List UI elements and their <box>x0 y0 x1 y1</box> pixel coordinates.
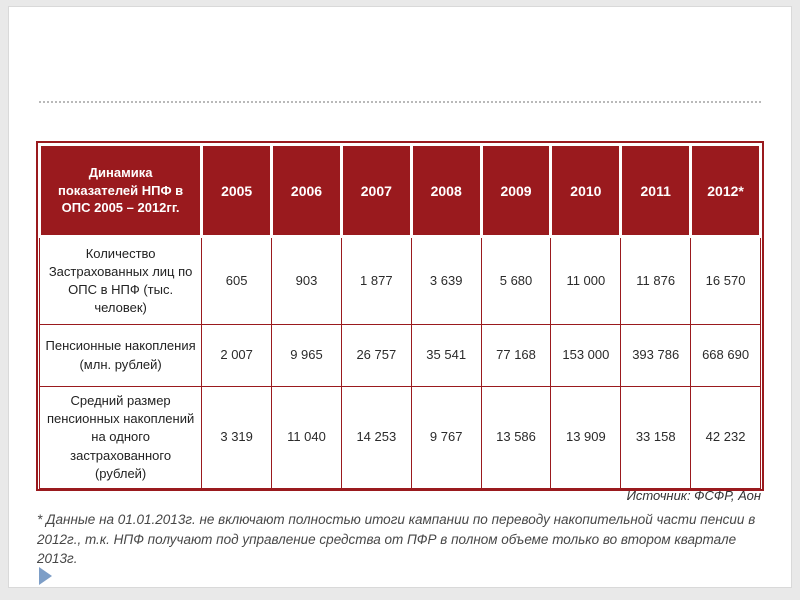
footnote: * Данные на 01.01.2013г. не включают пол… <box>37 512 756 567</box>
table-header-row: Динамика показателей НПФ в ОПС 2005 – 20… <box>37 143 762 238</box>
table-row-insured-persons: Количество Застрахованных лиц по ОПС в Н… <box>38 236 761 325</box>
value-cell: 11 040 <box>271 386 342 489</box>
col-header-2006: 2006 <box>270 143 343 238</box>
row-label: Количество Застрахованных лиц по ОПС в Н… <box>38 236 203 325</box>
value-cell: 668 690 <box>690 324 761 387</box>
value-cell: 5 680 <box>480 236 552 325</box>
value-cell: 77 168 <box>480 324 552 387</box>
divider-dotted-line <box>39 101 761 103</box>
value-cell: 16 570 <box>690 236 761 325</box>
source-note: Источник: ФСФР, Аон <box>626 488 761 503</box>
col-header-2007: 2007 <box>339 143 413 238</box>
value-cell: 11 000 <box>550 236 622 325</box>
value-cell: 3 639 <box>410 236 482 325</box>
row-label: Пенсионные накопления (млн. рублей) <box>38 324 203 387</box>
value-cell: 26 757 <box>340 324 412 387</box>
col-header-2011: 2011 <box>619 143 693 238</box>
col-header-2010: 2010 <box>549 143 623 238</box>
value-cell: 35 541 <box>410 324 482 387</box>
value-cell: 3 319 <box>201 386 273 489</box>
col-header-2005: 2005 <box>200 143 274 238</box>
npf-indicators-table: Динамика показателей НПФ в ОПС 2005 – 20… <box>37 143 762 489</box>
col-header-2008: 2008 <box>409 143 483 238</box>
npf-table-wrapper: Динамика показателей НПФ в ОПС 2005 – 20… <box>36 141 764 491</box>
value-cell: 11 876 <box>620 236 692 325</box>
col-header-2009: 2009 <box>479 143 553 238</box>
value-cell: 14 253 <box>340 386 412 489</box>
value-cell: 2 007 <box>201 324 273 387</box>
value-cell: 1 877 <box>340 236 412 325</box>
slide: Динамика показателей НПФ в ОПС 2005 – 20… <box>8 6 792 588</box>
row-label: Средний размер пенсионных накоплений на … <box>38 386 203 489</box>
value-cell: 393 786 <box>620 324 692 387</box>
col-header-2012: 2012* <box>689 143 762 238</box>
value-cell: 33 158 <box>620 386 692 489</box>
value-cell: 9 767 <box>410 386 482 489</box>
value-cell: 42 232 <box>690 386 761 489</box>
value-cell: 13 909 <box>550 386 622 489</box>
value-cell: 605 <box>201 236 273 325</box>
value-cell: 153 000 <box>550 324 622 387</box>
table-row-pension-savings: Пенсионные накопления (млн. рублей) 2 00… <box>38 324 761 387</box>
table-row-average-savings: Средний размер пенсионных накоплений на … <box>38 386 761 489</box>
value-cell: 903 <box>271 236 342 325</box>
value-cell: 9 965 <box>271 324 342 387</box>
next-slide-arrow-icon[interactable] <box>39 567 52 585</box>
table-title: Динамика показателей НПФ в ОПС 2005 – 20… <box>37 143 204 238</box>
value-cell: 13 586 <box>480 386 552 489</box>
